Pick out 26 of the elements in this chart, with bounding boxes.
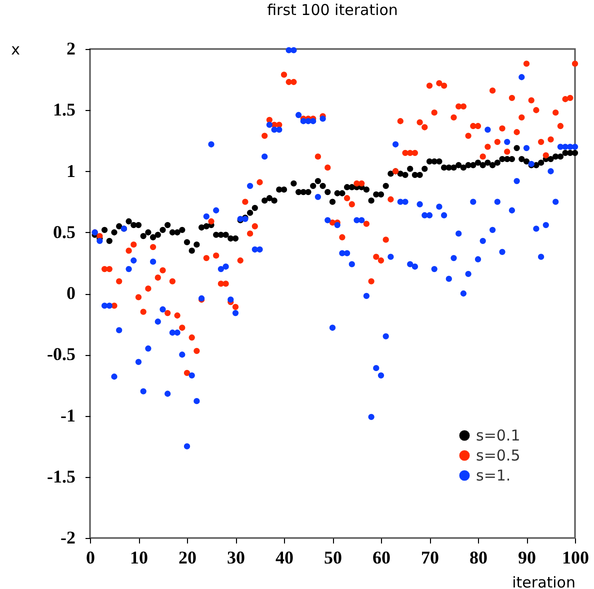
y-tick-label: 0	[66, 283, 76, 303]
x-tick-label: 20	[178, 548, 196, 568]
y-tick-label: -1.5	[47, 466, 76, 486]
x-tick-label: 100	[562, 548, 589, 568]
x-tick-label: 80	[470, 548, 488, 568]
legend-label: s=1.	[476, 466, 511, 484]
y-axis-title: x	[11, 40, 20, 58]
x-tick-label: 90	[518, 548, 536, 568]
y-tick-label: -1	[60, 405, 76, 426]
y-tick-label: -0.5	[47, 344, 76, 364]
x-tick-label: 50	[324, 548, 342, 568]
x-tick-label: 60	[372, 548, 390, 568]
x-tick-label: 40	[276, 548, 294, 568]
y-tick-label: 1.5	[53, 100, 76, 120]
y-tick-label: -2	[60, 528, 76, 548]
legend-label: s=0.5	[476, 446, 520, 464]
y-tick-label: 2	[66, 38, 76, 58]
chart-title: first 100 iteration	[267, 1, 398, 19]
legend-label: s=0.1	[476, 426, 520, 444]
y-tick-label: 1	[66, 160, 76, 181]
x-tick-label: 30	[227, 548, 245, 568]
x-tick-label: 70	[421, 548, 439, 568]
x-axis-title: iteration	[512, 574, 576, 589]
x-tick-label: 10	[130, 548, 148, 568]
x-tick-label: 0	[86, 548, 95, 568]
y-tick-label: 0.5	[53, 222, 76, 242]
